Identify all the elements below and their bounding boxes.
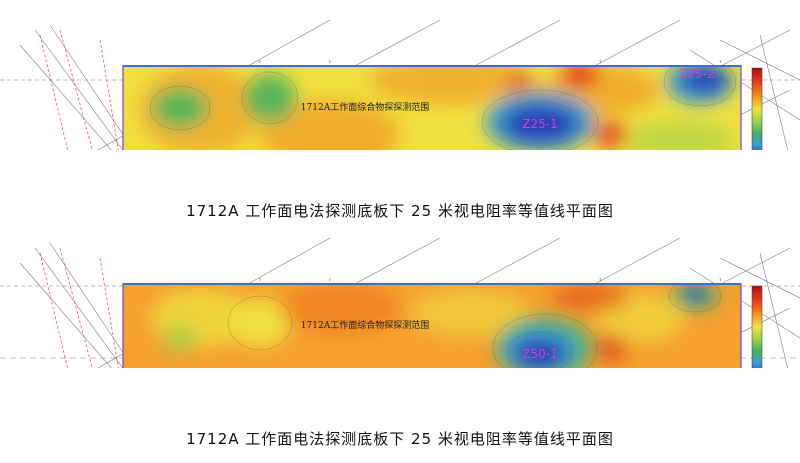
inner-title-top: 1712A工作面综合物探探测范围 (301, 101, 429, 113)
map-caption-top: 1712A 工作面电法探测底板下 25 米视电阻率等值线平面图 (186, 202, 614, 220)
map-canvas-bottom: 1712A工作面综合物探探测范围 Z50-1 (0, 238, 800, 368)
zone-label-z50-1: Z50-1 (522, 347, 557, 361)
zone-label-z25-2: Z25-2 (679, 67, 714, 81)
contour-field-bottom (123, 284, 741, 368)
zone-label-z25-1: Z25-1 (522, 117, 557, 131)
color-legend-bar-top (751, 67, 763, 150)
color-legend-bar-bottom (751, 285, 763, 368)
map-canvas-top: 1712A工作面综合物探探测范围 Z25-1 Z25-2 (0, 20, 800, 150)
map-caption-bottom: 1712A 工作面电法探测底板下 25 米视电阻率等值线平面图 (186, 430, 614, 448)
resistivity-map-top: 1712A工作面综合物探探测范围 Z25-1 Z25-2 (0, 20, 800, 150)
resistivity-map-bottom: 1712A工作面综合物探探测范围 Z50-1 (0, 238, 800, 368)
contour-field-top (123, 66, 741, 150)
inner-title-bottom: 1712A工作面综合物探探测范围 (301, 319, 429, 331)
